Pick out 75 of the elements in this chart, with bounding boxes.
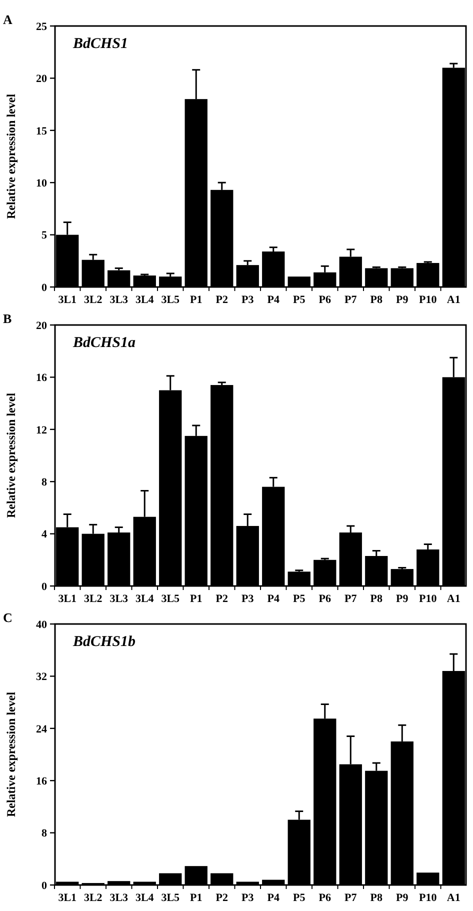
text: BdCHS1 [72,36,128,52]
y-tick-label: 8 [42,476,48,488]
text: A [3,12,13,27]
x-tick-label: 3L4 [135,294,154,306]
x-tick-label: A1 [446,294,460,306]
x-tick-label: 3L4 [135,892,154,904]
x-tick-label: P3 [242,294,254,306]
x-tick-label: P9 [396,593,409,605]
x-tick-label: P1 [190,593,202,605]
x-tick-label: A1 [446,892,460,904]
x-tick-label: P10 [419,294,438,306]
x-tick-label: P5 [293,892,306,904]
y-tick-label: 16 [36,372,48,384]
y-tick-label: 20 [36,320,48,332]
x-tick-label: P6 [318,593,332,605]
x-tick-label: P2 [216,892,228,904]
y-tick-label: 8 [42,828,48,840]
x-tick-label: P8 [370,593,383,605]
y-tick-label: 10 [36,177,48,190]
x-tick-label: 3L5 [161,892,180,904]
x-tick-label: P3 [242,593,254,605]
text: B [3,311,12,326]
x-tick-label: P4 [267,593,280,605]
text: BdCHS1a [72,335,136,351]
y-tick-label: 0 [42,580,48,593]
x-tick-label: 3L3 [110,294,129,306]
y-tick-label: 32 [36,671,48,684]
x-tick-label: 3L4 [135,593,154,605]
text: C [3,610,12,625]
x-tick-label: P6 [318,294,332,306]
x-tick-label: P8 [370,892,383,904]
x-tick-label: 3L2 [84,294,103,306]
x-tick-label: P7 [344,593,358,605]
x-tick-label: P7 [344,294,358,306]
y-tick-label: 40 [36,618,48,631]
x-tick-label: P2 [216,593,228,605]
y-tick-label: 0 [42,282,48,294]
x-tick-label: P8 [370,294,383,306]
x-tick-label: A1 [446,593,460,605]
x-tick-label: P6 [318,892,332,904]
x-tick-label: P5 [293,593,306,605]
x-tick-label: 3L2 [84,593,103,605]
x-tick-label: 3L1 [58,294,77,306]
text: BdCHS1b [72,634,136,650]
x-tick-label: P7 [344,892,358,904]
y-tick-label: 0 [42,880,48,892]
x-tick-label: P4 [267,892,280,904]
x-tick-label: 3L2 [84,892,103,904]
x-tick-label: P3 [242,892,254,904]
y-tick-label: 24 [36,723,48,736]
x-tick-label: P2 [216,294,228,306]
x-tick-label: P9 [396,294,409,306]
y-tick-label: 4 [42,528,48,541]
y-tick-label: 20 [36,73,48,86]
x-tick-label: P4 [267,294,280,306]
x-tick-label: P1 [190,294,202,306]
y-tick-label: 15 [36,125,48,138]
y-tick-label: 25 [36,20,48,33]
y-tick-label: 12 [36,424,48,436]
x-tick-label: P10 [419,892,438,904]
y-axis-title: Relative expression level [4,691,18,818]
x-tick-label: 3L1 [58,593,77,605]
x-tick-label: 3L1 [58,892,77,904]
x-tick-label: P1 [190,892,202,904]
y-axis-title: Relative expression level [4,93,18,220]
y-axis-title: Relative expression level [4,392,18,518]
y-tick-label: 16 [36,775,48,788]
x-tick-label: P9 [396,892,409,904]
x-tick-label: 3L3 [110,892,129,904]
y-tick-label: 5 [42,230,48,242]
x-tick-label: 3L5 [161,294,180,306]
x-tick-label: 3L3 [110,593,129,605]
x-tick-label: P10 [419,593,438,605]
x-tick-label: P5 [293,294,306,306]
x-tick-label: 3L5 [161,593,180,605]
